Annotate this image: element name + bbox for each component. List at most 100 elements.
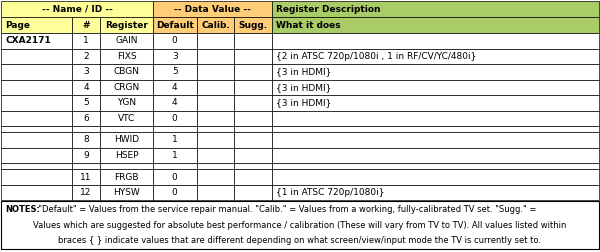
Bar bbox=[197, 126, 234, 132]
Text: -- Data Value --: -- Data Value -- bbox=[174, 5, 251, 14]
Text: -- Name / ID --: -- Name / ID -- bbox=[41, 5, 112, 14]
Bar bbox=[71, 64, 100, 80]
Text: {3 in HDMI}: {3 in HDMI} bbox=[276, 67, 331, 76]
Bar bbox=[100, 49, 153, 64]
Bar bbox=[1, 202, 599, 248]
Text: CBGN: CBGN bbox=[113, 67, 140, 76]
Text: 6: 6 bbox=[83, 114, 89, 123]
Text: Default: Default bbox=[156, 21, 194, 30]
Bar bbox=[1, 17, 71, 33]
Bar bbox=[153, 1, 272, 17]
Text: 1: 1 bbox=[83, 36, 89, 45]
Text: 12: 12 bbox=[80, 188, 92, 197]
Bar bbox=[71, 163, 100, 169]
Bar bbox=[1, 126, 71, 132]
Text: Register: Register bbox=[105, 21, 148, 30]
Bar bbox=[197, 185, 234, 200]
Text: {3 in HDMI}: {3 in HDMI} bbox=[276, 98, 331, 107]
Bar bbox=[1, 33, 71, 49]
Text: 0: 0 bbox=[172, 36, 178, 45]
Text: 8: 8 bbox=[83, 135, 89, 144]
Bar bbox=[272, 1, 599, 17]
Bar bbox=[1, 148, 71, 163]
Text: HYSW: HYSW bbox=[113, 188, 140, 197]
Bar bbox=[100, 169, 153, 185]
Bar bbox=[153, 163, 197, 169]
Bar bbox=[71, 148, 100, 163]
Bar bbox=[1, 111, 71, 126]
Text: 5: 5 bbox=[172, 67, 178, 76]
Bar bbox=[197, 80, 234, 95]
Bar bbox=[1, 49, 71, 64]
Bar bbox=[234, 17, 272, 33]
Bar bbox=[234, 163, 272, 169]
Text: Sugg.: Sugg. bbox=[238, 21, 268, 30]
Bar bbox=[272, 17, 599, 33]
Bar bbox=[272, 64, 599, 80]
Text: 0: 0 bbox=[172, 173, 178, 181]
Text: 4: 4 bbox=[172, 83, 178, 92]
Text: {2 in ATSC 720p/1080i , 1 in RF/CV/YC/480i}: {2 in ATSC 720p/1080i , 1 in RF/CV/YC/48… bbox=[276, 52, 476, 61]
Bar bbox=[100, 17, 153, 33]
Text: 0: 0 bbox=[172, 114, 178, 123]
Text: 1: 1 bbox=[172, 135, 178, 144]
Bar bbox=[1, 95, 71, 111]
Text: 9: 9 bbox=[83, 151, 89, 160]
Bar bbox=[234, 148, 272, 163]
Text: FRGB: FRGB bbox=[115, 173, 139, 181]
Bar bbox=[153, 132, 197, 148]
Bar bbox=[100, 111, 153, 126]
Bar bbox=[197, 49, 234, 64]
Text: Register Description: Register Description bbox=[276, 5, 380, 14]
Bar bbox=[1, 80, 71, 95]
Text: GAIN: GAIN bbox=[115, 36, 138, 45]
Bar bbox=[153, 49, 197, 64]
Bar bbox=[272, 111, 599, 126]
Bar bbox=[272, 148, 599, 163]
Text: FIXS: FIXS bbox=[117, 52, 136, 61]
Text: CXA2171: CXA2171 bbox=[5, 36, 51, 45]
Text: Page: Page bbox=[5, 21, 30, 30]
Text: {3 in HDMI}: {3 in HDMI} bbox=[276, 83, 331, 92]
Bar bbox=[71, 95, 100, 111]
Bar bbox=[71, 185, 100, 200]
Bar bbox=[234, 33, 272, 49]
Bar bbox=[153, 95, 197, 111]
Bar bbox=[197, 148, 234, 163]
Bar bbox=[100, 80, 153, 95]
Text: NOTES:: NOTES: bbox=[5, 205, 40, 214]
Bar bbox=[153, 169, 197, 185]
Bar bbox=[71, 80, 100, 95]
Text: 11: 11 bbox=[80, 173, 92, 181]
Bar bbox=[234, 95, 272, 111]
Bar bbox=[71, 17, 100, 33]
Text: "Default" = Values from the service repair manual. "Calib." = Values from a work: "Default" = Values from the service repa… bbox=[33, 205, 536, 214]
Bar bbox=[71, 33, 100, 49]
Bar bbox=[71, 132, 100, 148]
Text: VTC: VTC bbox=[118, 114, 135, 123]
Bar bbox=[153, 80, 197, 95]
Text: 3: 3 bbox=[83, 67, 89, 76]
Bar bbox=[197, 132, 234, 148]
Text: braces { } indicate values that are different depending on what screen/view/inpu: braces { } indicate values that are diff… bbox=[59, 236, 542, 244]
Bar bbox=[234, 185, 272, 200]
Bar bbox=[71, 111, 100, 126]
Text: Calib.: Calib. bbox=[201, 21, 230, 30]
Bar bbox=[272, 95, 599, 111]
Bar bbox=[100, 64, 153, 80]
Bar bbox=[1, 185, 71, 200]
Bar bbox=[153, 111, 197, 126]
Bar bbox=[100, 95, 153, 111]
Bar bbox=[153, 148, 197, 163]
Bar bbox=[272, 163, 599, 169]
Text: 0: 0 bbox=[172, 188, 178, 197]
Text: What it does: What it does bbox=[276, 21, 341, 30]
Bar bbox=[234, 64, 272, 80]
Bar bbox=[1, 163, 71, 169]
Text: Values which are suggested for absolute best performance / calibration (These wi: Values which are suggested for absolute … bbox=[34, 220, 566, 230]
Bar bbox=[234, 111, 272, 126]
Bar bbox=[272, 169, 599, 185]
Text: 4: 4 bbox=[172, 98, 178, 107]
Bar bbox=[272, 33, 599, 49]
Bar bbox=[234, 126, 272, 132]
